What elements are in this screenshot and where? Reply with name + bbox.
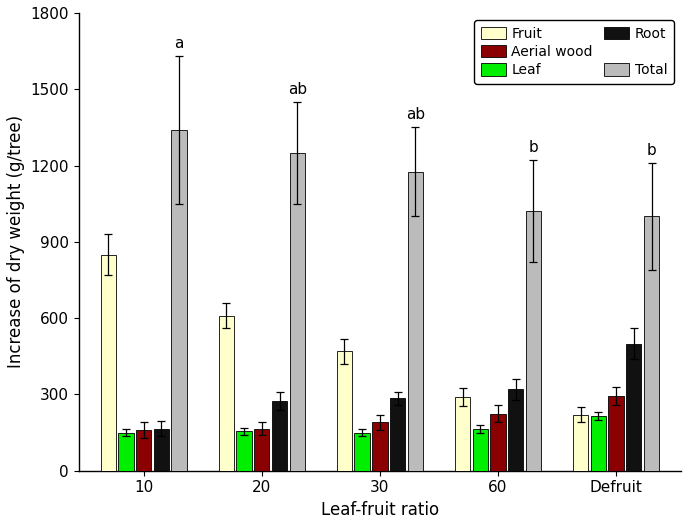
Bar	[573, 415, 588, 471]
Bar	[508, 389, 524, 471]
Bar	[136, 430, 151, 471]
Bar	[372, 422, 387, 471]
Text: b: b	[647, 143, 656, 158]
Bar	[272, 401, 287, 471]
Text: b: b	[528, 140, 538, 155]
Bar	[473, 429, 488, 471]
Bar	[591, 416, 606, 471]
Bar	[644, 216, 659, 471]
Bar	[100, 255, 116, 471]
Bar	[491, 413, 506, 471]
Bar	[608, 396, 624, 471]
Bar	[237, 431, 252, 471]
Bar	[408, 172, 423, 471]
Bar	[153, 429, 169, 471]
Text: a: a	[175, 36, 184, 51]
Bar	[171, 130, 186, 471]
Legend: Fruit, Aerial wood, Leaf, Root, , Total: Fruit, Aerial wood, Leaf, Root, , Total	[474, 20, 674, 84]
Y-axis label: Increase of dry weight (g/tree): Increase of dry weight (g/tree)	[7, 115, 25, 368]
X-axis label: Leaf-fruit ratio: Leaf-fruit ratio	[321, 501, 439, 519]
Bar	[390, 398, 405, 471]
Bar	[290, 153, 305, 471]
Text: ab: ab	[288, 82, 307, 97]
Bar	[118, 432, 133, 471]
Bar	[219, 316, 234, 471]
Bar	[526, 211, 541, 471]
Bar	[254, 429, 270, 471]
Text: ab: ab	[406, 107, 425, 123]
Bar	[354, 432, 370, 471]
Bar	[626, 343, 641, 471]
Bar	[455, 397, 470, 471]
Bar	[337, 351, 352, 471]
